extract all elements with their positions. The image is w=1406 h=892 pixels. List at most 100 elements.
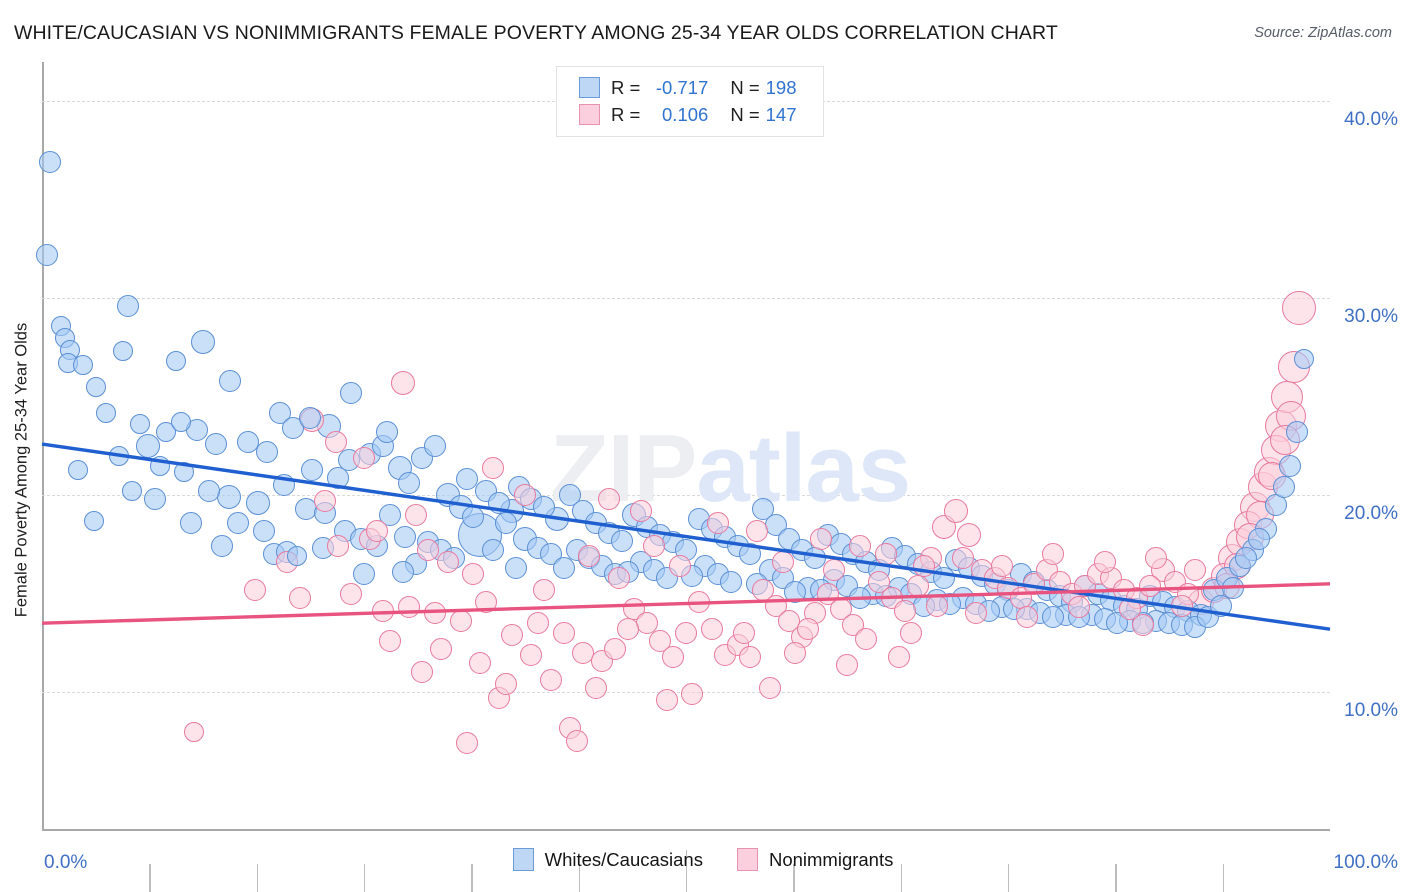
scatter-point [565, 730, 588, 753]
swatch-nonimmigrants-icon [579, 104, 600, 125]
scatter-point [481, 539, 504, 562]
page-title: WHITE/CAUCASIAN VS NONIMMIGRANTS FEMALE … [14, 22, 1058, 44]
series-legend: Whites/Caucasians Nonimmigrants [0, 848, 1406, 871]
scatter-point [423, 602, 446, 625]
scatter-point [739, 645, 762, 668]
scatter-point [771, 551, 794, 574]
scatter-point [216, 485, 241, 510]
scatter-point [610, 529, 633, 552]
scatter-point [390, 370, 415, 395]
scatter-point [539, 669, 562, 692]
scatter-point [855, 627, 878, 650]
scatter-point [340, 381, 363, 404]
scatter-point [608, 566, 631, 589]
scatter-point [784, 641, 807, 664]
scatter-point [391, 561, 414, 584]
scatter-point [617, 618, 640, 641]
scatter-point [494, 673, 517, 696]
scatter-point [410, 661, 433, 684]
n-value-nonimmigrants: 147 [765, 103, 797, 125]
scatter-point [481, 456, 504, 479]
x-tick-mark [578, 864, 581, 892]
scatter-point [256, 440, 279, 463]
scatter-point [144, 488, 167, 511]
x-tick-mark [1008, 864, 1010, 892]
stats-row-nonimmigrants: R = 0.106 N = 147 [557, 101, 823, 128]
scatter-point [327, 535, 350, 558]
scatter-point [520, 643, 543, 666]
scatter-point [1285, 421, 1308, 444]
scatter-point [1279, 454, 1302, 477]
scatter-point [494, 511, 517, 534]
x-axis-line [42, 829, 1330, 831]
scatter-point [423, 435, 446, 457]
scatter-point [1248, 527, 1271, 550]
scatter-point [436, 551, 459, 574]
scatter-point [707, 511, 730, 534]
scatter-point [171, 412, 192, 433]
scatter-point [456, 732, 479, 755]
scatter-point [629, 499, 652, 522]
scatter-point [109, 445, 130, 466]
scatter-point [964, 602, 987, 625]
scatter-point [887, 645, 910, 668]
scatter-point [501, 624, 524, 647]
scatter-point [287, 546, 308, 567]
legend-label-whites: Whites/Caucasians [544, 848, 703, 870]
y-axis-title: Female Poverty Among 25-34 Year Olds [10, 280, 34, 660]
scatter-point [404, 503, 427, 526]
scatter-point [324, 431, 347, 454]
scatter-point [165, 351, 186, 372]
scatter-point [944, 498, 969, 523]
scatter-point [246, 491, 271, 516]
scatter-point [1138, 574, 1161, 597]
scatter-point [36, 243, 59, 266]
legend-item-whites[interactable]: Whites/Caucasians [512, 848, 703, 871]
gridline [42, 298, 1330, 300]
scatter-point [73, 355, 94, 376]
scatter-point [365, 519, 388, 542]
scatter-point [204, 433, 227, 456]
watermark-atlas: atlas [696, 415, 911, 522]
scatter-point [597, 488, 620, 511]
scatter-point [584, 677, 607, 700]
scatter-point [462, 563, 485, 585]
scatter-point [183, 721, 204, 742]
y-tick-label: 40.0% [1344, 109, 1398, 131]
scatter-point [1282, 291, 1317, 326]
scatter-point [288, 586, 311, 609]
legend-label-nonimmigrants: Nonimmigrants [768, 848, 894, 870]
n-label-nonimmigrants: N = [730, 103, 760, 125]
scatter-point [874, 543, 897, 566]
scatter-point [906, 574, 929, 597]
scatter-point [1235, 547, 1258, 570]
scatter-point [797, 618, 820, 641]
scatter-point [340, 582, 363, 605]
scatter-point [96, 402, 117, 423]
scatter-point [353, 446, 375, 469]
scatter-point [298, 407, 321, 430]
x-tick-mark [364, 864, 366, 892]
scatter-point [117, 295, 140, 318]
scatter-point [113, 341, 134, 362]
legend-item-nonimmigrants[interactable]: Nonimmigrants [736, 848, 894, 871]
scatter-point [180, 511, 203, 534]
x-tick-mark [471, 864, 473, 892]
scatter-point [86, 376, 107, 397]
legend-swatch-nonimmigrants-icon [736, 848, 758, 871]
scatter-point [739, 543, 762, 566]
y-tick-label: 20.0% [1344, 503, 1398, 525]
scatter-point [604, 637, 627, 660]
x-tick-mark [900, 864, 903, 892]
trend-lines [41, 442, 1331, 631]
y-axis-title-text: Female Poverty Among 25-34 Year Olds [12, 322, 31, 618]
scatter-point [378, 629, 401, 652]
scatter-point [449, 610, 472, 633]
scatter-point [990, 555, 1013, 578]
scatter-point [282, 417, 305, 440]
scatter-point [526, 612, 549, 635]
scatter-point [398, 596, 421, 619]
scatter-point [533, 578, 556, 601]
stats-row-whites: R = -0.717 N = 198 [557, 74, 823, 101]
